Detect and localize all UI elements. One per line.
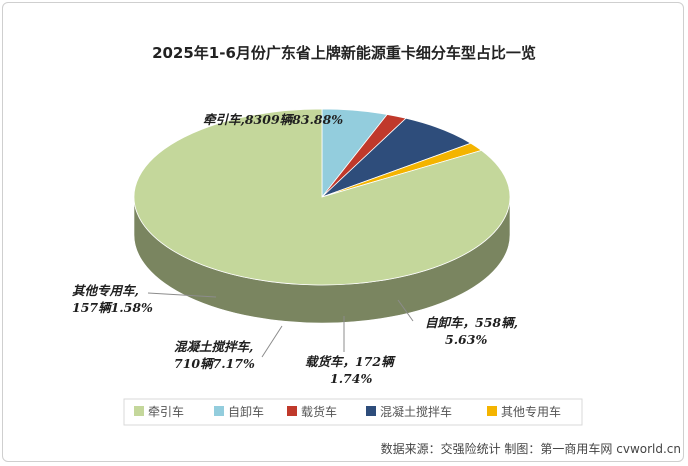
slice-label-0: 牵引车,8309辆83.88%: [203, 112, 343, 127]
chart-title: 2025年1-6月份广东省上牌新能源重卡细分车型占比一览: [152, 44, 536, 62]
leader-lines: [147, 292, 414, 358]
legend-swatch-3: [366, 406, 376, 416]
legend-swatch-2: [287, 406, 297, 416]
slice-label-4: 其他专用车,: [72, 283, 139, 298]
slice-label-4-line2: 157辆1.58%: [72, 300, 153, 315]
slice-label-1-line2: 5.63%: [445, 332, 487, 347]
legend-swatch-1: [214, 406, 224, 416]
leader-line-1: [397, 299, 414, 322]
legend-label-0: 牵引车: [148, 404, 184, 419]
pie-slice-0: [133, 108, 511, 286]
legend-label-4: 其他专用车: [501, 404, 561, 419]
leader-line-3: [261, 325, 283, 358]
slice-label-3: 混凝土搅拌车,: [174, 339, 253, 354]
slice-label-2-line2: 1.74%: [330, 371, 372, 386]
slice-label-2: 载货车，172辆: [305, 354, 396, 369]
slice-labels: 牵引车,8309辆83.88% 自卸车，558辆, 5.63% 载货车，172辆 1.7…: [72, 112, 518, 386]
legend-box: [123, 398, 583, 426]
leader-line-4: [147, 292, 217, 298]
legend: 牵引车 自卸车 载货车 混凝土搅拌车 其他专用车: [123, 398, 583, 426]
legend-swatch-4: [487, 406, 497, 416]
slice-label-3-line2: 710辆7.17%: [174, 356, 255, 371]
pie-tops: [133, 108, 511, 286]
legend-label-2: 载货车: [301, 404, 337, 419]
legend-label-1: 自卸车: [228, 404, 264, 419]
source-note: 数据来源：交强险统计 制图：第一商用车网 cvworld.cn: [381, 441, 681, 456]
legend-label-3: 混凝土搅拌车: [380, 404, 452, 419]
slice-label-1: 自卸车，558辆,: [425, 315, 518, 330]
legend-swatch-0: [134, 406, 144, 416]
